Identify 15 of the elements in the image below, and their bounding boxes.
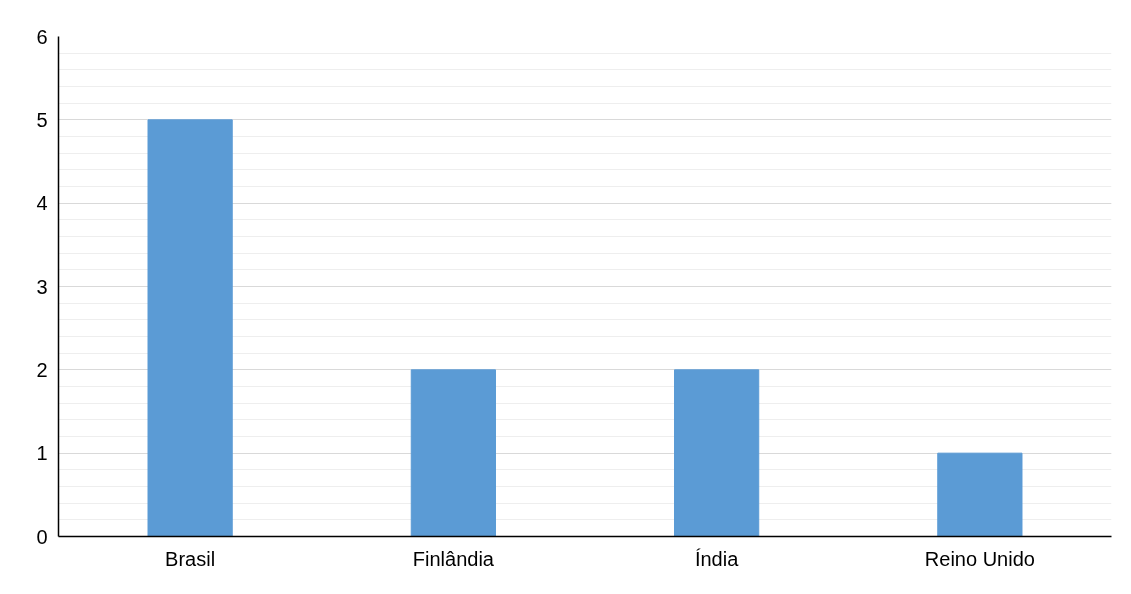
y-tick-label: 6: [36, 25, 48, 48]
bar: [147, 119, 233, 537]
x-tick-label: Brasil: [165, 547, 216, 570]
y-tick-label: 4: [36, 192, 48, 215]
y-tick-label: 5: [36, 108, 48, 131]
bar: [410, 369, 496, 537]
y-tick-label: 2: [36, 358, 48, 381]
x-tick-label: Índia: [694, 547, 740, 570]
y-tick-label: 3: [36, 275, 48, 298]
bar: [937, 452, 1023, 537]
y-tick-label: 1: [36, 442, 48, 465]
y-tick-label: 0: [36, 525, 48, 548]
x-tick-label: Reino Unido: [924, 547, 1035, 570]
bar: [674, 369, 760, 537]
x-tick-label: Finlândia: [412, 547, 495, 570]
